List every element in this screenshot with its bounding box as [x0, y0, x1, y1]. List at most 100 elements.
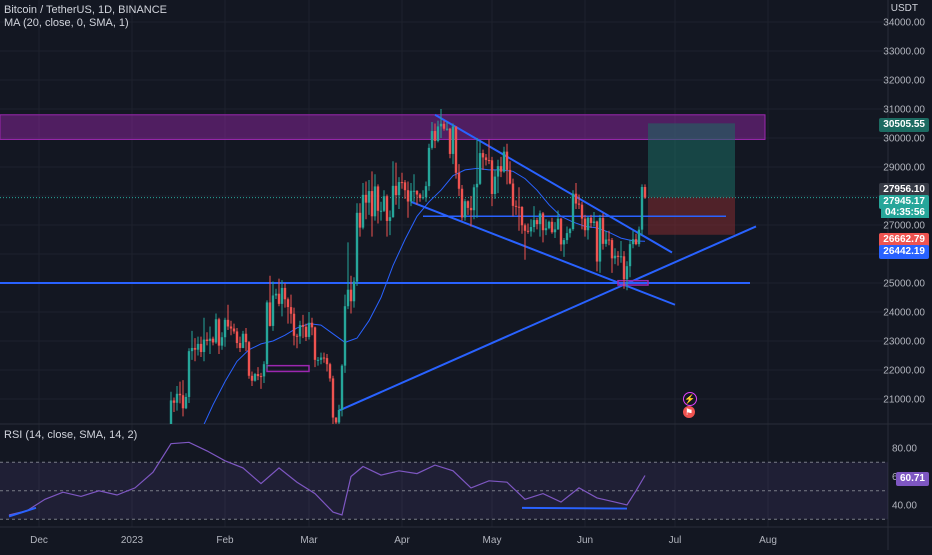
- candle-body: [280, 287, 284, 304]
- candle: [409, 182, 413, 207]
- candle-body: [562, 240, 566, 245]
- candle-body: [259, 376, 263, 378]
- marker-box: [266, 364, 310, 373]
- candle-body: [205, 339, 209, 341]
- candle-body: [226, 319, 230, 327]
- candle: [283, 283, 287, 308]
- candle-body: [349, 289, 353, 302]
- candle-body: [589, 217, 593, 223]
- candle-body: [238, 343, 242, 348]
- candle: [340, 364, 344, 417]
- candle-body: [244, 333, 248, 343]
- candle-body: [475, 183, 479, 188]
- candle-body: [493, 176, 497, 194]
- candle: [553, 222, 557, 239]
- candle-body: [556, 218, 560, 230]
- candle-body: [436, 126, 440, 141]
- candle-body: [532, 220, 536, 228]
- candle: [301, 314, 305, 339]
- candle-body: [271, 295, 275, 326]
- candle: [190, 330, 194, 360]
- candle-body: [178, 393, 182, 396]
- candle: [184, 393, 188, 410]
- candle: [481, 149, 485, 170]
- flag-icon[interactable]: ⚑: [683, 406, 695, 418]
- candle-body: [232, 328, 236, 332]
- candle: [199, 336, 203, 357]
- candle-body: [415, 190, 419, 195]
- candle: [619, 240, 623, 263]
- price-axis-label: 33000.00: [883, 47, 925, 58]
- candle-body: [466, 201, 470, 208]
- candle-body: [610, 240, 614, 259]
- candle-body: [598, 218, 602, 262]
- candle-body: [412, 190, 416, 192]
- time-axis-label: Dec: [30, 535, 48, 546]
- candle: [559, 217, 563, 252]
- candle-body: [538, 213, 542, 225]
- candle: [643, 184, 647, 199]
- candle: [277, 278, 281, 307]
- candle: [322, 352, 326, 363]
- candle: [454, 126, 458, 179]
- trendline: [434, 113, 673, 254]
- candle-body: [484, 157, 488, 161]
- candle: [196, 336, 200, 356]
- candle-body: [379, 210, 383, 212]
- candle: [289, 294, 293, 324]
- candle: [343, 294, 347, 373]
- candle: [169, 391, 173, 424]
- symbol-title[interactable]: Bitcoin / TetherUS, 1D, BINANCE: [4, 4, 168, 16]
- candle: [439, 109, 443, 138]
- candle: [520, 206, 524, 234]
- candle: [394, 162, 398, 205]
- candle-body: [490, 160, 494, 194]
- last-price-tag: 27956.10: [879, 183, 929, 197]
- candle-body: [472, 187, 476, 211]
- trendline: [338, 225, 757, 412]
- candle-body: [268, 302, 272, 326]
- candle-body: [442, 123, 446, 129]
- lightning-icon[interactable]: ⚡: [683, 392, 697, 406]
- candle: [361, 182, 365, 230]
- candle: [508, 161, 512, 185]
- candle: [178, 381, 182, 404]
- rsi-legend[interactable]: RSI (14, close, SMA, 14, 2): [4, 429, 138, 441]
- candle: [403, 180, 407, 199]
- candle: [271, 281, 275, 331]
- candle-body: [577, 203, 581, 205]
- candle: [286, 297, 290, 324]
- candle-body: [460, 188, 464, 218]
- candle-body: [592, 221, 596, 223]
- candle: [631, 230, 635, 249]
- candle-body: [508, 169, 512, 184]
- candle-body: [277, 293, 281, 304]
- candle-body: [172, 400, 176, 403]
- candle-body: [586, 217, 590, 231]
- candle: [337, 404, 341, 424]
- candle-body: [346, 289, 350, 307]
- candle: [445, 122, 449, 131]
- candle: [484, 153, 488, 166]
- candle-body: [181, 395, 185, 409]
- ma-legend[interactable]: MA (20, close, 0, SMA, 1): [4, 17, 129, 29]
- candle-body: [286, 299, 290, 308]
- candle-body: [418, 194, 422, 199]
- candle-body: [292, 313, 296, 336]
- candle-body: [262, 364, 266, 377]
- candle: [451, 123, 455, 165]
- candle: [265, 300, 269, 369]
- candle-body: [373, 186, 377, 217]
- candle-body: [424, 186, 428, 198]
- candle-body: [625, 266, 629, 280]
- candle: [433, 123, 437, 149]
- candle-body: [463, 201, 467, 218]
- candle: [628, 239, 632, 278]
- candle: [172, 397, 176, 413]
- candle-body: [340, 365, 344, 411]
- candle-body: [631, 239, 635, 245]
- candle-body: [496, 166, 500, 177]
- price-axis-label: 23000.00: [883, 337, 925, 348]
